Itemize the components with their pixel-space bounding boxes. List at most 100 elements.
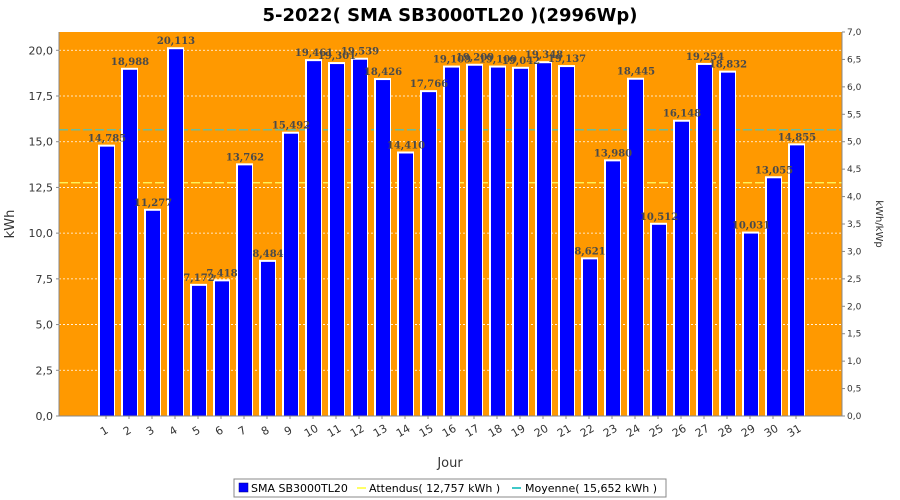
y2-tick-label: 5,0 (847, 138, 862, 148)
x-tick-label: 11 (325, 422, 344, 440)
bar (261, 261, 275, 416)
bar (422, 92, 436, 417)
bar-value-label: 13,980 (594, 148, 632, 159)
bar-value-label: 18,445 (617, 67, 655, 78)
bar (514, 68, 528, 416)
x-tick-label: 26 (670, 422, 689, 440)
y-tick-label: 17,5 (29, 90, 54, 103)
chart-title: 5-2022( SMA SB3000TL20 )(2996Wp) (262, 5, 637, 26)
bar-value-label: 18,832 (709, 60, 747, 71)
bar-value-label: 18,988 (111, 57, 149, 68)
bar (491, 67, 505, 417)
x-tick-label: 31 (785, 422, 804, 440)
bar (721, 72, 735, 416)
y-tick-label: 5,0 (36, 319, 54, 332)
x-tick-label: 8 (259, 424, 272, 439)
y2-tick-label: 2,0 (847, 302, 862, 312)
y2-tick-label: 0,5 (847, 385, 861, 395)
y2-tick-label: 5,5 (847, 110, 861, 120)
x-tick-label: 10 (302, 422, 321, 440)
x-tick-label: 2 (121, 424, 134, 439)
x-tick-label: 18 (486, 422, 505, 440)
bar (445, 67, 459, 417)
y-tick-label: 2,5 (36, 364, 54, 377)
bars (98, 47, 805, 417)
bar (284, 133, 298, 416)
x-tick-label: 21 (555, 422, 574, 440)
x-tick-label: 3 (144, 424, 157, 439)
legend-box (233, 478, 667, 498)
bar-value-label: 14,410 (387, 141, 425, 152)
bar (583, 259, 597, 416)
bar (629, 79, 643, 416)
legend-swatch-bars (238, 482, 249, 493)
x-tick-label: 13 (371, 422, 390, 440)
y-tick-label: 15,0 (29, 136, 54, 149)
bar (560, 67, 574, 416)
bar (767, 178, 781, 416)
bar-value-label: 13,055 (755, 165, 793, 176)
x-tick-label: 16 (440, 422, 459, 440)
y-tick-label: 7,5 (36, 273, 54, 286)
x-tick-label: 28 (716, 422, 735, 440)
x-axis-label: Jour (436, 456, 463, 471)
x-tick-label: 25 (647, 422, 666, 440)
bar-value-label: 7,418 (206, 268, 237, 279)
x-tick-label: 27 (693, 422, 712, 440)
x-tick-label: 20 (532, 422, 551, 440)
bar-value-label: 19,109 (479, 55, 517, 66)
bar-value-label: 8,621 (574, 246, 605, 257)
bar (146, 210, 160, 416)
x-tick-label: 17 (463, 422, 482, 440)
y-tick-label: 10,0 (29, 227, 54, 240)
bar-value-label: 7,172 (183, 273, 214, 284)
x-tick-label: 1 (98, 424, 111, 439)
bar-value-label: 19,539 (341, 47, 379, 58)
x-tick-label: 12 (348, 422, 367, 440)
x-tick-label: 4 (167, 424, 180, 439)
y2-tick-label: 2,5 (847, 275, 861, 285)
y2-tick-label: 1,0 (847, 357, 862, 367)
y2-tick-label: 1,5 (847, 330, 861, 340)
bar (652, 224, 666, 416)
bar-value-label: 20,113 (157, 36, 195, 47)
bar (399, 153, 413, 416)
x-tick-label: 9 (282, 424, 295, 439)
x-tick-label: 29 (739, 422, 758, 440)
legend-label-attendus: Attendus( 12,757 kWh ) (369, 482, 500, 495)
bar-value-label: 19,042 (502, 56, 540, 67)
bar-value-label: 16,148 (663, 109, 701, 120)
bar (169, 49, 183, 417)
y2-tick-label: 3,5 (847, 220, 861, 230)
y2-tick-label: 6,5 (847, 55, 861, 65)
bar (468, 65, 482, 416)
bar-value-label: 19,348 (525, 50, 563, 61)
bar (192, 285, 206, 416)
bar-value-label: 11,277 (134, 198, 172, 209)
bar-value-label: 8,484 (252, 249, 283, 260)
bar (744, 233, 758, 416)
bar-value-label: 19,301 (318, 51, 356, 62)
bar-value-label: 13,762 (226, 152, 264, 163)
y2-tick-label: 3,0 (847, 247, 862, 257)
bar-value-label: 14,855 (778, 132, 816, 143)
x-tick-label: 24 (624, 422, 643, 440)
bar-value-label: 17,766 (410, 79, 448, 90)
x-tick-label: 30 (762, 422, 781, 440)
bar (123, 69, 137, 416)
y-tick-label: 20,0 (29, 44, 54, 57)
bar (675, 121, 689, 416)
bar-value-label: 19,254 (686, 52, 724, 63)
y2-tick-label: 4,0 (847, 193, 862, 203)
bar-value-label: 10,512 (640, 212, 678, 223)
bar-value-label: 19,109 (433, 55, 471, 66)
y2-tick-label: 7,0 (847, 28, 862, 38)
bar (330, 64, 344, 416)
bar (353, 59, 367, 417)
y-axis-ticks: 0,0 2,5 5,0 7,5 10,0 12,5 15,0 17,5 20,0 (29, 44, 59, 423)
bar (376, 80, 390, 416)
y2-axis-label: kWh/kWp (873, 200, 884, 247)
y2-axis-ticks: 0,0 0,5 1,0 1,5 2,0 2,5 3,0 3,5 4,0 4,5 5,0 5,5 6,0 6… (842, 28, 862, 422)
bar-value-label: 19,209 (456, 53, 494, 64)
